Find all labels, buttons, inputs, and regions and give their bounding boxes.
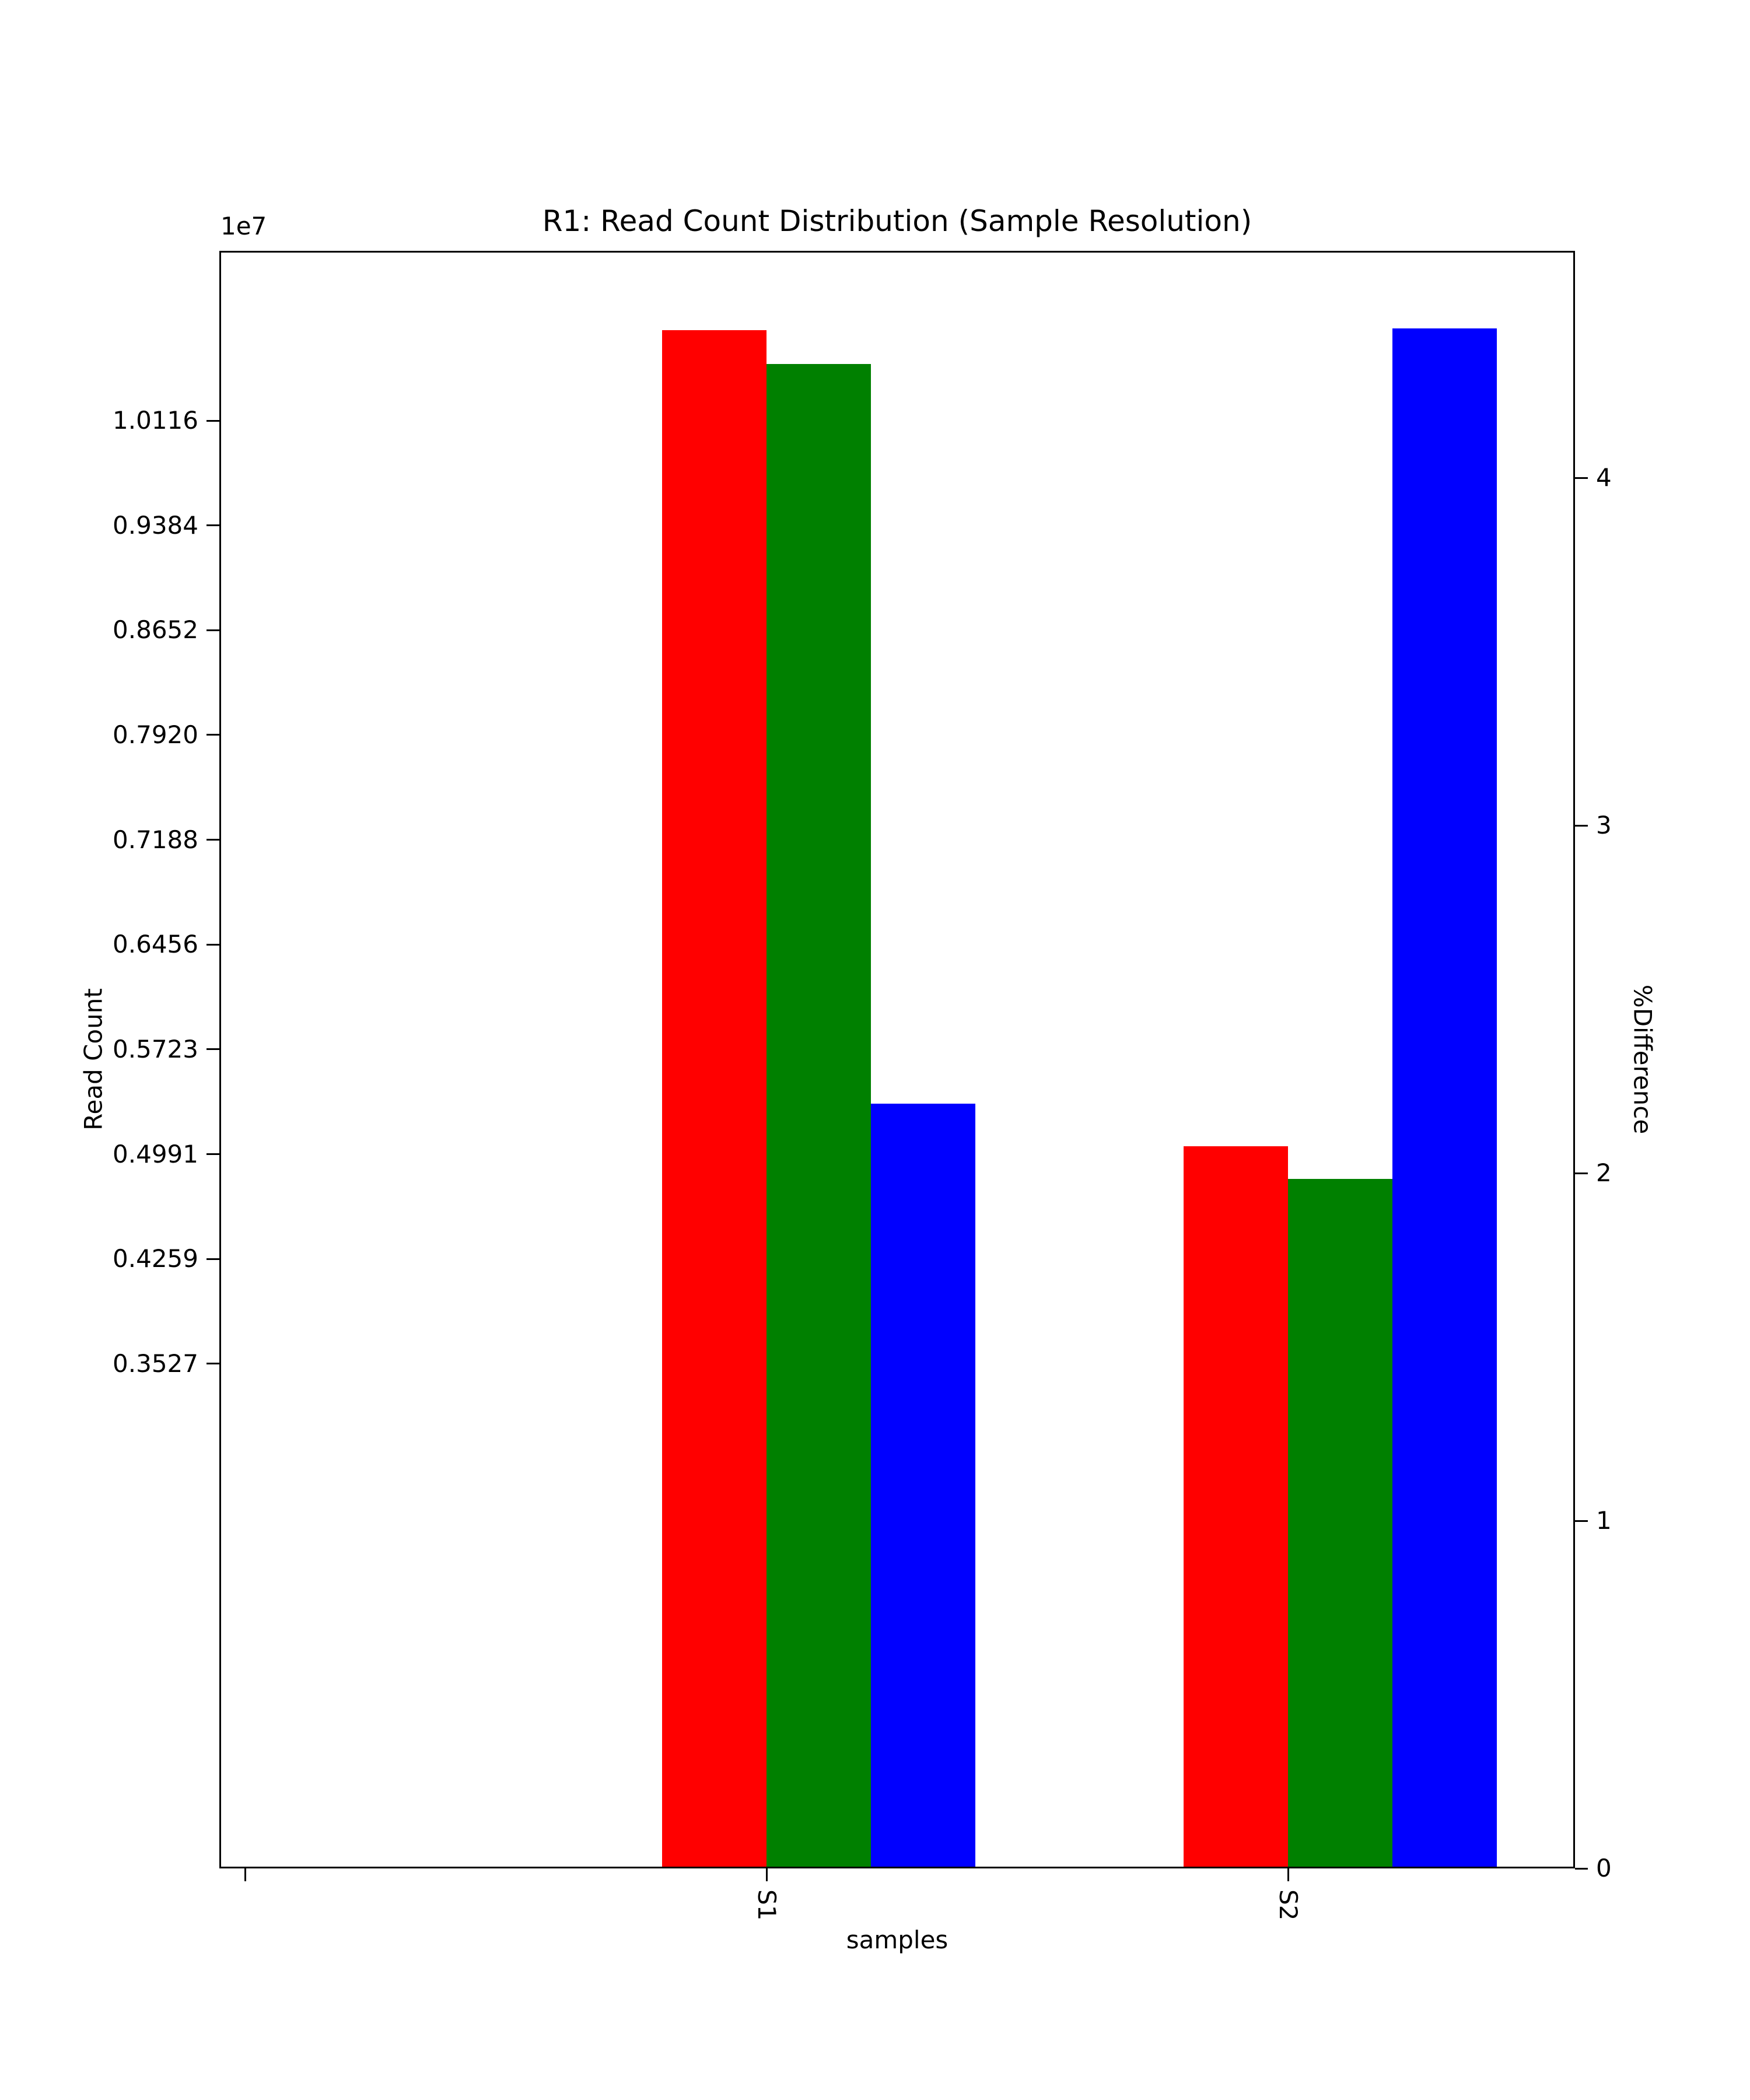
right-y-tick-mark xyxy=(1575,1172,1588,1174)
right-y-tick-label: 2 xyxy=(1596,1158,1612,1188)
left-y-tick-mark xyxy=(206,1048,219,1051)
x-tick-label: S2 xyxy=(1274,1889,1303,1921)
x-tick-mark xyxy=(1287,1868,1289,1881)
left-y-tick-mark xyxy=(206,734,219,736)
right-y-tick-mark xyxy=(1575,477,1588,479)
left-y-tick-label: 1.0116 xyxy=(113,406,198,435)
bar-read-count-green-S2 xyxy=(1288,1178,1392,1868)
left-y-tick-mark xyxy=(206,419,219,422)
left-y-tick-label: 0.5723 xyxy=(113,1034,198,1063)
right-y-axis-label: %Difference xyxy=(1628,984,1657,1135)
plot-area xyxy=(219,251,1575,1868)
bar-read-count-red-S1 xyxy=(662,330,766,1868)
left-y-tick-mark xyxy=(206,943,219,946)
right-y-tick-label: 0 xyxy=(1596,1854,1612,1882)
bar-percent-difference-blue-S2 xyxy=(1392,328,1497,1868)
x-tick-label: S1 xyxy=(752,1889,781,1921)
right-y-tick-mark xyxy=(1575,1867,1588,1870)
left-y-tick-mark xyxy=(206,1153,219,1156)
left-y-tick-label: 0.8652 xyxy=(113,615,198,645)
left-y-tick-mark xyxy=(206,524,219,527)
left-y-tick-label: 0.7188 xyxy=(113,825,198,854)
left-y-tick-label: 0.4991 xyxy=(113,1139,198,1168)
left-y-tick-label: 0.7920 xyxy=(113,720,198,749)
left-y-tick-mark xyxy=(206,839,219,841)
x-tick-mark xyxy=(244,1868,246,1881)
left-y-tick-mark xyxy=(206,1258,219,1260)
right-y-tick-label: 1 xyxy=(1596,1506,1612,1535)
bar-read-count-green-S1 xyxy=(766,364,871,1868)
right-y-tick-mark xyxy=(1575,1520,1588,1522)
bar-percent-difference-blue-S1 xyxy=(870,1103,975,1868)
left-y-tick-label: 0.9384 xyxy=(113,510,198,540)
chart-title: R1: Read Count Distribution (Sample Reso… xyxy=(542,204,1252,238)
left-y-tick-label: 0.3527 xyxy=(113,1349,198,1378)
right-y-tick-label: 4 xyxy=(1596,463,1612,492)
bar-read-count-red-S2 xyxy=(1184,1146,1288,1868)
left-y-tick-label: 0.6456 xyxy=(113,930,198,959)
x-axis-label: samples xyxy=(846,1926,949,1954)
left-y-tick-mark xyxy=(206,629,219,631)
left-y-tick-mark xyxy=(206,1363,219,1365)
x-tick-mark xyxy=(765,1868,768,1881)
right-y-tick-label: 3 xyxy=(1596,811,1612,840)
y-axis-offset-label: 1e7 xyxy=(220,212,267,240)
left-y-tick-label: 0.4259 xyxy=(113,1244,198,1273)
right-y-tick-mark xyxy=(1575,824,1588,827)
